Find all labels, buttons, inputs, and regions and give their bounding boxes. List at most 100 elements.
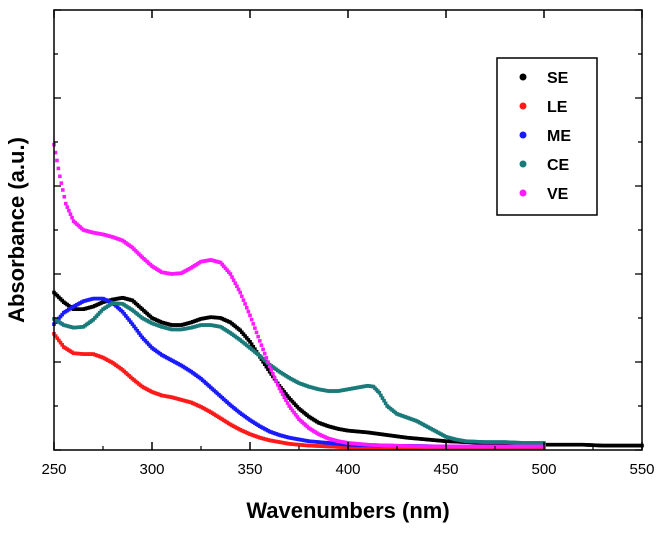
data-point bbox=[120, 310, 125, 314]
data-point bbox=[244, 305, 249, 310]
data-point bbox=[248, 313, 252, 318]
legend-marker bbox=[519, 189, 527, 197]
data-point bbox=[287, 404, 291, 408]
series-ve bbox=[52, 142, 546, 449]
data-point bbox=[223, 266, 228, 271]
data-point bbox=[218, 260, 223, 265]
data-point bbox=[275, 382, 280, 387]
x-tick-label: 550 bbox=[629, 461, 654, 478]
data-point bbox=[122, 312, 127, 316]
data-point bbox=[246, 309, 251, 314]
legend-item-se: SE bbox=[519, 70, 569, 87]
data-point bbox=[267, 364, 272, 369]
data-point bbox=[133, 326, 138, 331]
legend-item-le: LE bbox=[519, 99, 568, 116]
data-point bbox=[246, 338, 251, 342]
data-point bbox=[220, 262, 225, 267]
data-point bbox=[285, 401, 290, 405]
data-point bbox=[290, 408, 295, 413]
data-point bbox=[65, 205, 70, 209]
data-point bbox=[240, 330, 244, 335]
data-point bbox=[57, 316, 61, 321]
legend-marker bbox=[519, 160, 527, 168]
legend-label: VE bbox=[547, 186, 569, 203]
data-point bbox=[124, 314, 128, 318]
data-point bbox=[137, 331, 141, 335]
x-tick-label: 250 bbox=[41, 461, 66, 478]
data-point bbox=[138, 333, 143, 337]
data-point bbox=[128, 320, 133, 324]
data-point bbox=[230, 275, 234, 279]
x-tick-label: 500 bbox=[531, 461, 556, 478]
x-tick-label: 300 bbox=[139, 461, 164, 478]
axis-layer: 250 300 350 400 450 500 550 bbox=[41, 9, 655, 478]
legend-item-ve: VE bbox=[519, 186, 569, 203]
data-point bbox=[292, 410, 296, 415]
series-se bbox=[52, 290, 644, 448]
data-point bbox=[222, 264, 226, 269]
legend-label: ME bbox=[547, 128, 571, 145]
legend-marker bbox=[519, 102, 527, 110]
data-point bbox=[272, 375, 277, 380]
data-point bbox=[57, 338, 61, 343]
data-point bbox=[251, 322, 256, 326]
data-point bbox=[256, 334, 260, 339]
legend-label: CE bbox=[547, 157, 570, 174]
data-point bbox=[135, 328, 140, 333]
data-point bbox=[67, 208, 71, 213]
data-point bbox=[285, 394, 290, 398]
data-point bbox=[274, 379, 278, 383]
data-point bbox=[53, 334, 58, 338]
data-point bbox=[379, 393, 383, 398]
data-point bbox=[127, 318, 131, 322]
data-point bbox=[271, 371, 275, 376]
data-point bbox=[251, 344, 256, 349]
data-point bbox=[225, 268, 229, 272]
data-point bbox=[244, 336, 249, 340]
x-tick-label: 450 bbox=[433, 461, 458, 478]
data-point bbox=[383, 401, 388, 406]
y-axis-title: Absorbance (a.u.) bbox=[4, 137, 29, 323]
data-point bbox=[228, 272, 233, 276]
data-point bbox=[238, 290, 242, 295]
data-point bbox=[377, 391, 382, 395]
data-point bbox=[231, 278, 236, 282]
data-point bbox=[253, 326, 257, 330]
data-point bbox=[241, 332, 246, 336]
data-point bbox=[266, 360, 270, 364]
data-point bbox=[282, 390, 287, 394]
data-point bbox=[243, 302, 247, 306]
series-layer bbox=[52, 142, 644, 451]
legend-label: LE bbox=[547, 99, 568, 116]
data-point bbox=[277, 386, 282, 391]
x-tick-label: 350 bbox=[237, 461, 262, 478]
data-point bbox=[58, 174, 62, 179]
data-point bbox=[70, 215, 74, 220]
data-point bbox=[248, 339, 252, 344]
data-point bbox=[63, 201, 68, 206]
data-point bbox=[280, 392, 285, 397]
data-point bbox=[284, 398, 288, 402]
data-point bbox=[58, 314, 63, 319]
data-point bbox=[295, 415, 300, 419]
data-point bbox=[59, 181, 64, 185]
data-point bbox=[289, 406, 293, 410]
x-tick-label: 400 bbox=[335, 461, 360, 478]
data-point bbox=[55, 158, 59, 163]
legend-item-me: ME bbox=[519, 128, 571, 145]
legend-marker bbox=[519, 131, 527, 139]
data-point bbox=[243, 334, 247, 338]
data-point bbox=[240, 294, 244, 299]
legend-item-ce: CE bbox=[519, 157, 570, 174]
data-point bbox=[282, 395, 287, 399]
data-point bbox=[58, 340, 63, 345]
data-point bbox=[262, 362, 267, 366]
data-point bbox=[249, 317, 254, 322]
series-le bbox=[52, 332, 546, 451]
data-point bbox=[130, 322, 135, 326]
data-point bbox=[259, 343, 264, 347]
data-point bbox=[241, 298, 246, 302]
data-point bbox=[284, 392, 288, 396]
data-point bbox=[68, 212, 73, 216]
data-point bbox=[262, 351, 267, 356]
